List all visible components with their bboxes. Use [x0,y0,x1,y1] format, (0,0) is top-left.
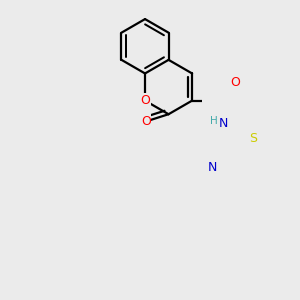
Text: O: O [141,115,151,128]
Text: O: O [140,94,150,107]
Text: N: N [219,117,229,130]
Text: S: S [249,132,257,145]
Text: H: H [210,116,218,127]
Text: O: O [231,76,241,89]
Text: N: N [207,161,217,174]
